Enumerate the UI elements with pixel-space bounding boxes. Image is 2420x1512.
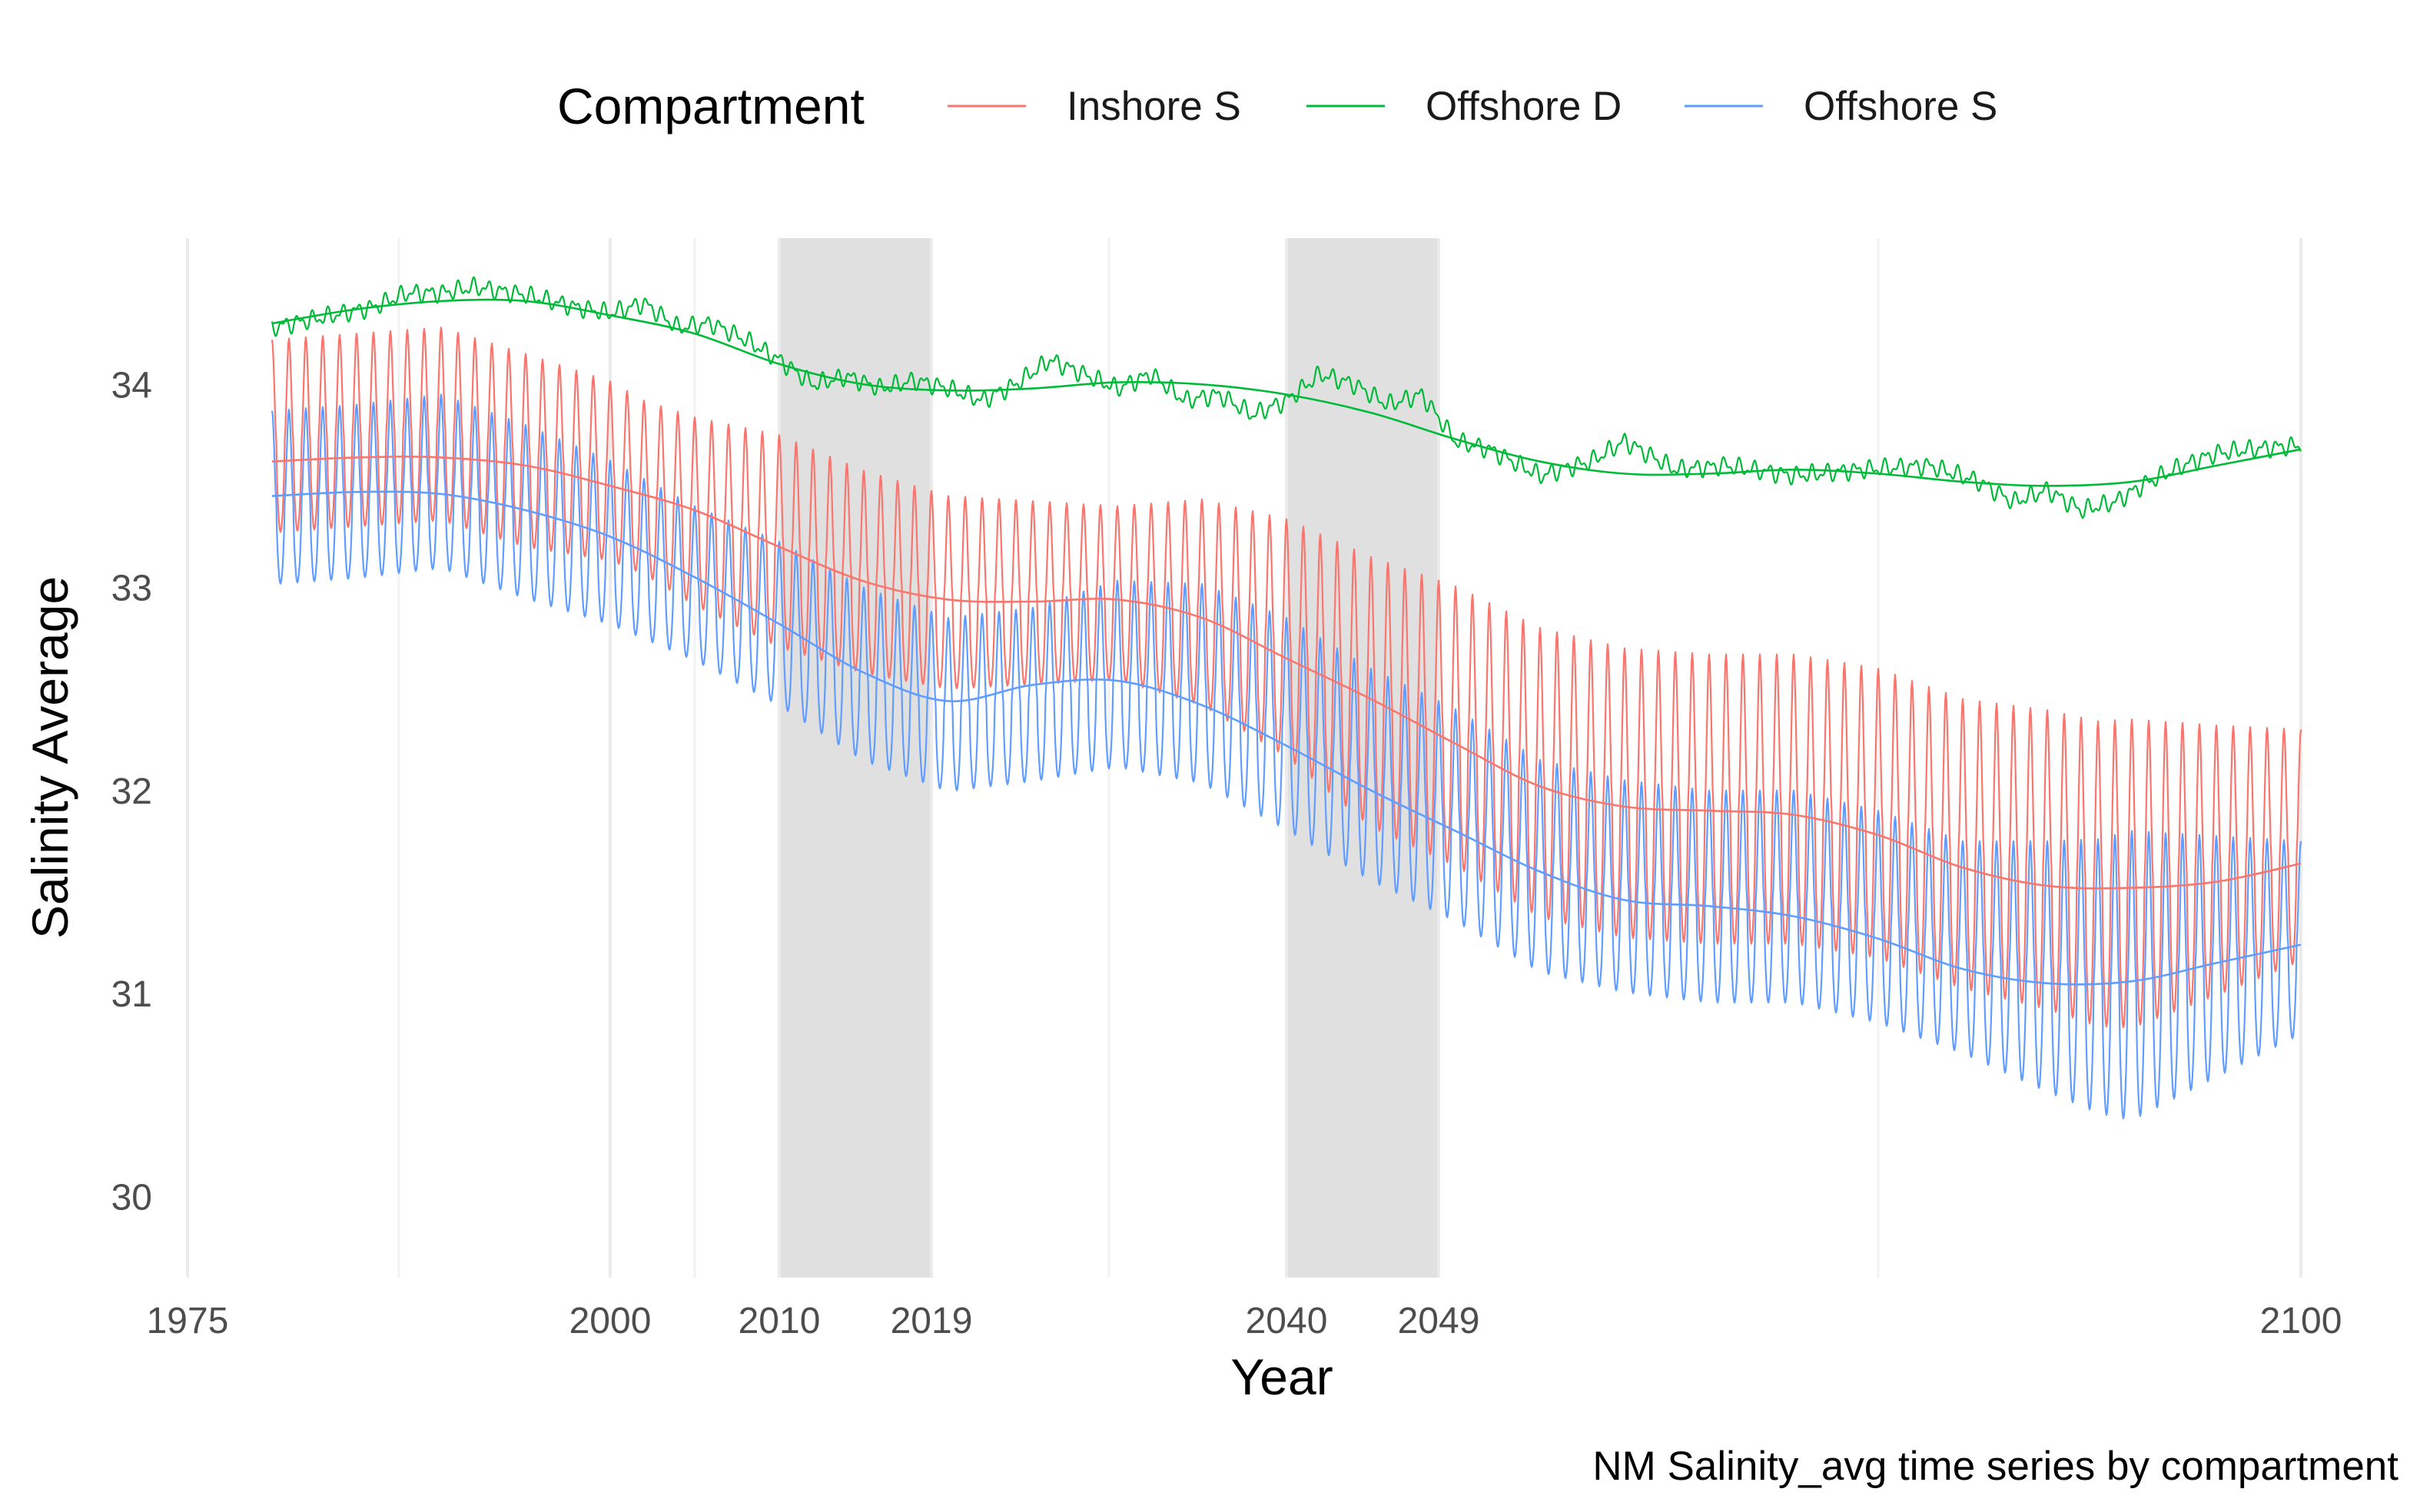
series-line-inshore-s: [271, 327, 2302, 1029]
x-tick-label: 2010: [739, 1301, 821, 1341]
trend-line-offshore-s: [271, 490, 2302, 986]
trend-line-offshore-d: [271, 298, 2302, 487]
x-axis-title: Year: [1230, 1348, 1333, 1405]
legend: Compartment Inshore S Offshore D Offshore …: [557, 78, 1997, 134]
chart-caption: NM Salinity_avg time series by compartme…: [1592, 1444, 2398, 1489]
x-tick-labels: 1975 2000 2010 2019 2040 2049 2100: [147, 1301, 2342, 1341]
trend-lines: [271, 298, 2302, 986]
y-tick-label: 33: [111, 569, 152, 609]
legend-title: Compartment: [557, 78, 865, 134]
legend-item-offshore-s: Offshore S: [1685, 84, 1997, 129]
series-line-offshore-s: [271, 393, 2302, 1119]
y-tick-labels: 30 31 32 33 34: [111, 365, 152, 1218]
x-tick-label: 2000: [569, 1301, 652, 1341]
legend-label: Inshore S: [1067, 84, 1241, 129]
y-tick-label: 30: [111, 1177, 152, 1218]
shaded-period-1: [779, 238, 931, 1278]
y-axis-title: Salinity Average: [22, 576, 78, 939]
y-tick-label: 32: [111, 771, 152, 812]
legend-item-offshore-d: Offshore D: [1306, 84, 1622, 129]
legend-label: Offshore S: [1804, 84, 1997, 129]
x-tick-label: 2049: [1398, 1301, 1480, 1341]
legend-item-inshore-s: Inshore S: [948, 84, 1241, 129]
x-tick-label: 2040: [1246, 1301, 1328, 1341]
y-tick-label: 34: [111, 365, 152, 406]
y-tick-label: 31: [111, 974, 152, 1015]
gridlines: [186, 238, 2302, 1278]
legend-label: Offshore D: [1426, 84, 1622, 129]
x-tick-label: 1975: [147, 1301, 229, 1341]
x-tick-label: 2019: [891, 1301, 973, 1341]
x-tick-label: 2100: [2260, 1301, 2342, 1341]
trend-line-inshore-s: [271, 456, 2302, 890]
